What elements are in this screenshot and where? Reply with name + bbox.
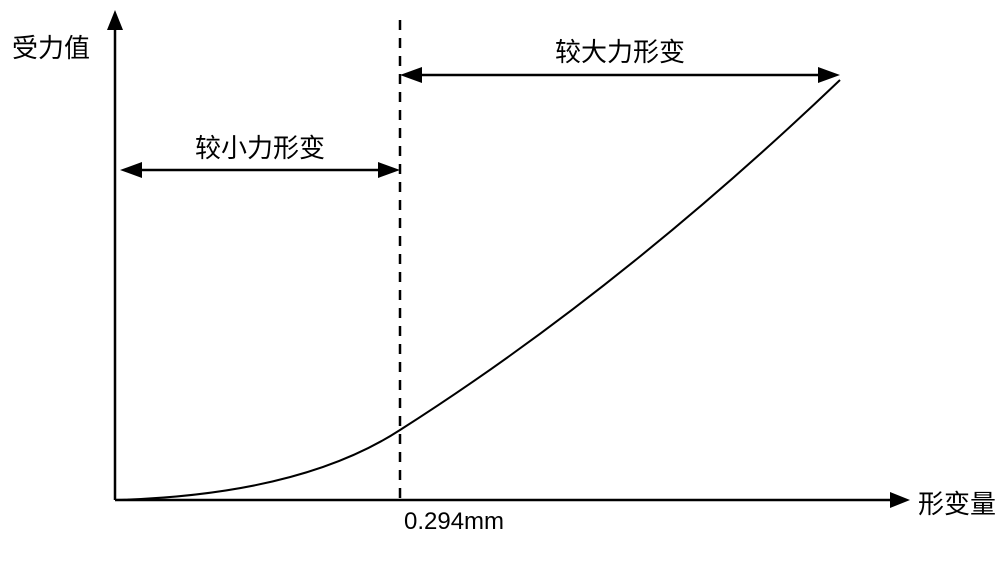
annot-left-arrow-l <box>120 162 142 178</box>
chart-container: 受力值 形变量 较小力形变 较大力形变 0.294mm <box>0 0 1000 586</box>
y-axis-arrowhead <box>107 10 123 30</box>
chart-svg <box>0 0 1000 586</box>
y-axis-label: 受力值 <box>12 28 90 65</box>
x-axis-label: 形变量 <box>918 484 996 521</box>
x-axis-arrowhead <box>890 492 910 508</box>
threshold-label: 0.294mm <box>404 508 504 536</box>
annotation-right: 较大力形变 <box>480 32 760 69</box>
annotation-left: 较小力形变 <box>150 128 370 165</box>
annot-left-arrow-r <box>378 162 400 178</box>
annot-right-arrow-r <box>818 67 840 83</box>
annot-right-arrow-l <box>400 67 422 83</box>
